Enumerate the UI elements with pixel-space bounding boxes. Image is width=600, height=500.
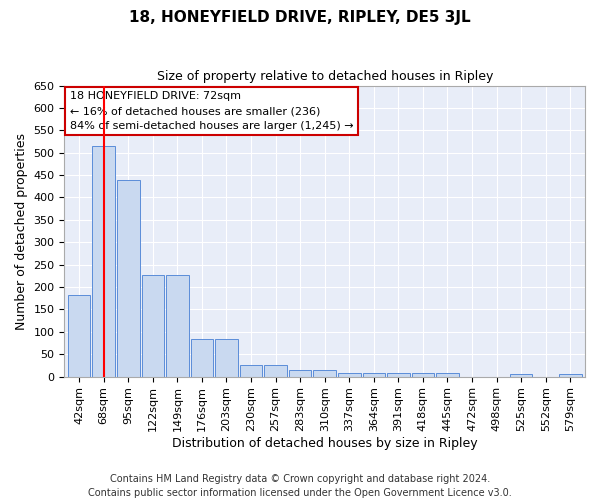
Bar [338, 373, 361, 376]
Bar [387, 373, 410, 376]
Bar [264, 364, 287, 376]
X-axis label: Distribution of detached houses by size in Ripley: Distribution of detached houses by size … [172, 437, 478, 450]
Bar [510, 374, 532, 376]
Bar [362, 373, 385, 376]
Bar [92, 146, 115, 376]
Text: 18 HONEYFIELD DRIVE: 72sqm
← 16% of detached houses are smaller (236)
84% of sem: 18 HONEYFIELD DRIVE: 72sqm ← 16% of deta… [70, 92, 353, 131]
Title: Size of property relative to detached houses in Ripley: Size of property relative to detached ho… [157, 70, 493, 83]
Bar [313, 370, 336, 376]
Text: 18, HONEYFIELD DRIVE, RIPLEY, DE5 3JL: 18, HONEYFIELD DRIVE, RIPLEY, DE5 3JL [129, 10, 471, 25]
Bar [68, 294, 91, 376]
Bar [436, 373, 459, 376]
Bar [215, 339, 238, 376]
Bar [166, 276, 188, 376]
Bar [289, 370, 311, 376]
Bar [191, 339, 213, 376]
Bar [559, 374, 581, 376]
Bar [142, 276, 164, 376]
Bar [240, 364, 262, 376]
Y-axis label: Number of detached properties: Number of detached properties [15, 132, 28, 330]
Text: Contains HM Land Registry data © Crown copyright and database right 2024.
Contai: Contains HM Land Registry data © Crown c… [88, 474, 512, 498]
Bar [117, 180, 140, 376]
Bar [412, 373, 434, 376]
